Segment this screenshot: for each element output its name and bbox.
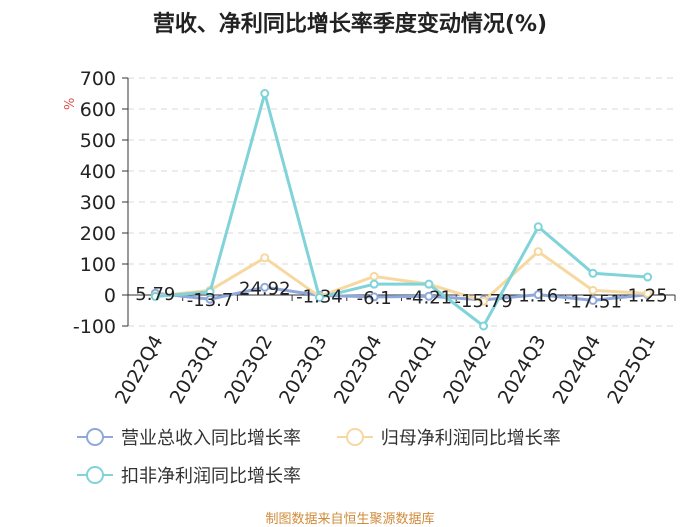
data-point-0 bbox=[260, 282, 270, 292]
x-tick-label: 2023Q3 bbox=[275, 332, 332, 408]
data-label: 5.79 bbox=[135, 284, 175, 305]
data-point-1 bbox=[643, 288, 653, 298]
data-label: -17.51 bbox=[564, 291, 622, 312]
y-tick-label: 700 bbox=[80, 68, 116, 90]
legend-swatch-deducted-profit bbox=[77, 466, 113, 484]
data-label: 24.92 bbox=[239, 278, 291, 299]
data-point-1 bbox=[369, 271, 379, 281]
data-point-1 bbox=[479, 296, 489, 306]
y-tick-label: 400 bbox=[80, 161, 116, 183]
source-note: 制图数据来自恒生聚源数据库 bbox=[265, 512, 435, 527]
data-point-1 bbox=[260, 253, 270, 263]
data-point-2 bbox=[643, 272, 653, 282]
data-point-0 bbox=[424, 291, 434, 301]
data-point-0 bbox=[588, 295, 598, 305]
y-tick-label: 500 bbox=[80, 130, 116, 152]
data-label: -15.79 bbox=[455, 291, 513, 312]
data-point-1 bbox=[533, 247, 543, 257]
data-point-2 bbox=[479, 321, 489, 331]
y-tick-label: 200 bbox=[80, 223, 116, 245]
series-line-0 bbox=[155, 285, 648, 302]
data-point-2 bbox=[205, 287, 215, 297]
data-label: -13.7 bbox=[187, 290, 234, 311]
data-point-2 bbox=[150, 292, 160, 302]
x-tick-label: 2024Q2 bbox=[439, 332, 496, 408]
legend-label-net-profit: 归母净利润同比增长率 bbox=[380, 428, 561, 449]
data-point-2 bbox=[424, 279, 434, 289]
data-point-2 bbox=[369, 279, 379, 289]
x-tick-label: 2025Q1 bbox=[603, 332, 660, 408]
x-tick-label: 2023Q1 bbox=[166, 332, 223, 408]
x-tick-label: 2024Q3 bbox=[494, 332, 551, 408]
data-label: 1.25 bbox=[628, 286, 668, 307]
series-line-1 bbox=[155, 250, 648, 303]
x-tick-label: 2023Q4 bbox=[330, 332, 387, 408]
data-point-0 bbox=[369, 292, 379, 302]
legend-item-revenue[interactable]: 营业总收入同比增长率 bbox=[75, 418, 301, 456]
x-tick-label: 2023Q2 bbox=[220, 332, 277, 408]
data-point-1 bbox=[588, 285, 598, 295]
data-point-2 bbox=[314, 292, 324, 302]
legend: 营业总收入同比增长率 归母净利润同比增长率 扣非净利润同比增长率 bbox=[75, 418, 695, 494]
data-label: -1.34 bbox=[296, 286, 343, 307]
series-line-2 bbox=[155, 92, 648, 328]
legend-item-deducted-profit[interactable]: 扣非净利润同比增长率 bbox=[75, 456, 301, 494]
y-tick-label: -100 bbox=[73, 316, 116, 338]
x-tick-label: 2024Q4 bbox=[549, 332, 606, 408]
y-tick-label: 0 bbox=[104, 285, 116, 307]
y-tick-label: 100 bbox=[80, 254, 116, 276]
chart-title: 营收、净利同比增长率季度变动情况(%) bbox=[152, 12, 548, 37]
y-tick-label: 600 bbox=[80, 99, 116, 121]
data-point-0 bbox=[533, 290, 543, 300]
x-tick-label: 2024Q1 bbox=[384, 331, 441, 407]
data-label: -6.1 bbox=[357, 288, 392, 309]
data-point-2 bbox=[260, 89, 270, 98]
data-label: 1.16 bbox=[518, 286, 558, 307]
legend-label-deducted-profit: 扣非净利润同比增长率 bbox=[121, 466, 301, 487]
legend-item-net-profit[interactable]: 归母净利润同比增长率 bbox=[335, 418, 561, 456]
data-point-2 bbox=[588, 268, 598, 278]
legend-label-revenue: 营业总收入同比增长率 bbox=[121, 428, 301, 449]
data-point-2 bbox=[533, 222, 543, 232]
legend-swatch-revenue bbox=[77, 428, 113, 446]
legend-swatch-net-profit bbox=[336, 428, 373, 446]
line-chart: -10001002003004005006007002022Q42023Q120… bbox=[73, 68, 676, 408]
data-label: -4.21 bbox=[406, 287, 453, 308]
x-tick-label: 2022Q4 bbox=[111, 332, 168, 408]
y-tick-label: 300 bbox=[80, 192, 116, 214]
